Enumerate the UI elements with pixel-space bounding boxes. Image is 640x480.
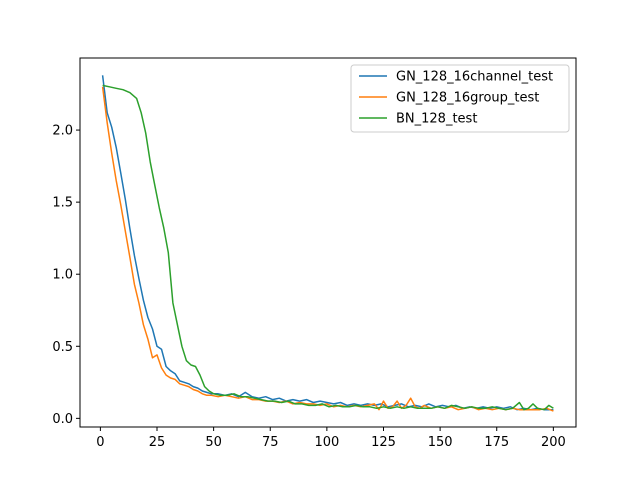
x-tick-label: 75: [262, 435, 279, 450]
x-tick-label: 50: [205, 435, 222, 450]
x-tick-label: 200: [541, 435, 566, 450]
x-tick-label: 125: [371, 435, 396, 450]
y-tick-label: 1.0: [52, 268, 73, 283]
legend-label-2: BN_128_test: [396, 112, 477, 127]
legend-box: [350, 64, 570, 133]
legend: GN_128_16channel_test GN_128_16group_test…: [350, 64, 570, 133]
x-tick-label: 175: [484, 435, 509, 450]
plot-frame: [79, 57, 577, 428]
series-layer: [101, 75, 554, 412]
x-tick-label: 25: [149, 435, 166, 450]
legend-label-0: GN_128_16channel_test: [396, 70, 553, 85]
y-tick-label: 0.5: [52, 340, 73, 355]
y-tick-label: 1.5: [52, 196, 73, 211]
x-tick-label: 0: [96, 435, 104, 450]
series-line-2: [102, 84, 554, 411]
x-tick-label: 150: [428, 435, 453, 450]
y-tick-label: 0.0: [52, 412, 73, 427]
y-tick-label: 2.0: [52, 124, 73, 139]
x-tick-label: 100: [314, 435, 339, 450]
x-axis: 0 25 50 75 100 125 150 175 200: [96, 427, 566, 450]
legend-label-1: GN_128_16group_test: [396, 91, 539, 106]
y-axis: 0.0 0.5 1.0 1.5 2.0: [52, 124, 80, 427]
